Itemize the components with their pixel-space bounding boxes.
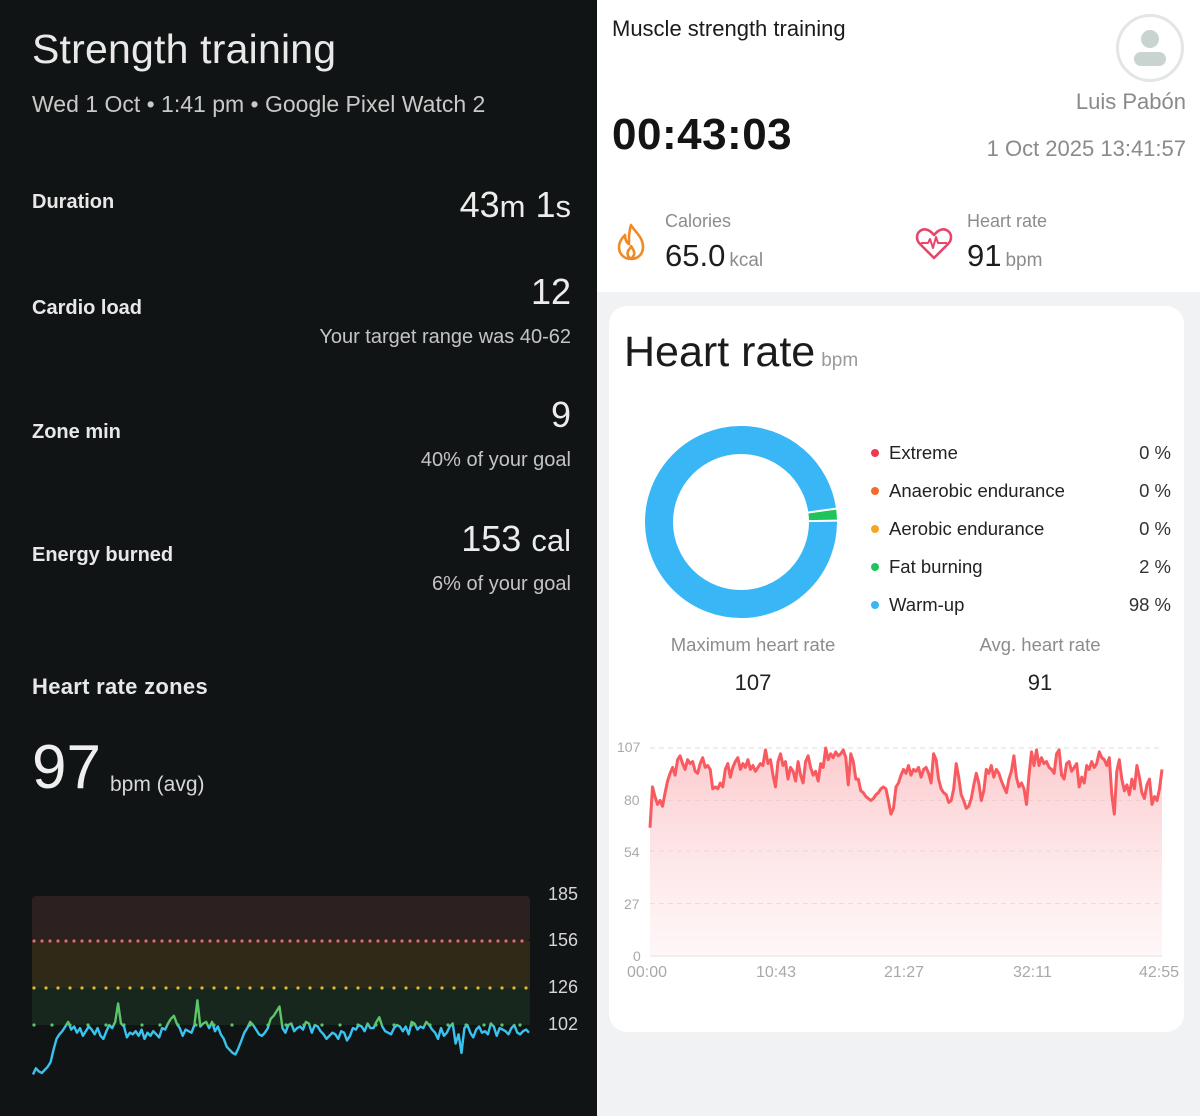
avg-heart-rate-value-card: 91	[1027, 670, 1053, 695]
max-heart-rate-label: Maximum heart rate	[670, 634, 836, 655]
duration-label: Duration	[32, 191, 115, 213]
legend-item-fat-burning: Fat burning 2 %	[871, 548, 1171, 586]
x-tick-4: 42:55	[1139, 964, 1180, 981]
heart-pulse-icon	[915, 228, 953, 260]
energy-burned-value: 153 cal	[461, 518, 571, 559]
zone-min-goal: 40% of your goal	[420, 449, 571, 471]
y-tick-107: 107	[617, 739, 641, 755]
avatar[interactable]	[1116, 14, 1184, 82]
y-tick-27: 27	[624, 896, 640, 912]
max-heart-rate-value: 107	[734, 670, 772, 695]
heart-rate-zones-chart[interactable]	[32, 890, 532, 1090]
y-tick-185: 185	[548, 884, 579, 904]
cardio-load-value: 12	[530, 271, 571, 312]
x-tick-1: 10:43	[756, 964, 797, 981]
avg-heart-rate-unit: bpm (avg)	[110, 773, 205, 796]
x-tick-2: 21:27	[884, 964, 925, 981]
x-tick-3: 32:11	[1013, 964, 1052, 981]
anaerobic-dot-icon	[871, 487, 879, 495]
page-title: Strength training	[32, 26, 337, 72]
workout-duration: 00:43:03	[612, 110, 793, 159]
y-tick-102: 102	[548, 1014, 579, 1034]
calories-value: 65.0 kcal	[665, 238, 764, 273]
heart-rate-value: 91 bpm	[967, 238, 1043, 273]
user-silhouette-body	[1134, 52, 1166, 66]
user-silhouette-icon	[1141, 30, 1159, 48]
legend-item-warm-up: Warm-up 98 %	[871, 586, 1171, 624]
duration-value: 43m 1s	[459, 184, 571, 225]
workout-detail-panel: Muscle strength training 00:43:03 Luis P…	[597, 0, 1200, 1116]
avg-heart-rate-value: 97	[32, 733, 101, 802]
y-tick-126: 126	[548, 977, 579, 997]
heart-rate-zones-title: Heart rate zones	[32, 674, 208, 699]
legend-item-extreme: Extreme 0 %	[871, 434, 1171, 472]
energy-burned-label: Energy burned	[32, 544, 174, 566]
legend-item-aerobic: Aerobic endurance 0 %	[871, 510, 1171, 548]
heart-rate-label: Heart rate	[967, 211, 1048, 231]
extreme-dot-icon	[871, 449, 879, 457]
heart-rate-card-title: Heart rate bpm	[624, 328, 859, 376]
energy-burned-goal: 6% of your goal	[432, 573, 571, 595]
activity-name: Muscle strength training	[612, 16, 846, 41]
avg-heart-rate-label: Avg. heart rate	[979, 634, 1101, 655]
aerobic-dot-icon	[871, 525, 879, 533]
heart-rate-zone-donut-chart[interactable]	[643, 424, 839, 620]
start-datetime: 1 Oct 2025 13:41:57	[986, 136, 1186, 161]
user-name: Luis Pabón	[1075, 89, 1186, 114]
y-tick-54: 54	[624, 844, 640, 860]
flame-icon	[617, 223, 645, 261]
cardio-load-label: Cardio load	[32, 297, 143, 319]
workout-subtitle: Wed 1 Oct • 1:41 pm • Google Pixel Watch…	[32, 91, 486, 117]
heart-rate-line-chart[interactable]	[609, 726, 1184, 986]
cardio-load-target: Your target range was 40-62	[319, 326, 571, 348]
zone-min-label: Zone min	[32, 421, 121, 443]
x-tick-0: 00:00	[627, 964, 668, 981]
warm-up-dot-icon	[871, 601, 879, 609]
zone-min-value: 9	[550, 394, 571, 435]
fat-burning-dot-icon	[871, 563, 879, 571]
legend-item-anaerobic: Anaerobic endurance 0 %	[871, 472, 1171, 510]
y-tick-156: 156	[548, 930, 579, 950]
heart-rate-card: Heart rate bpm Extreme 0 % Anaerobic endur…	[609, 306, 1184, 1032]
zone-legend: Extreme 0 % Anaerobic endurance 0 % Aerobi…	[871, 434, 1171, 624]
y-tick-80: 80	[624, 792, 640, 808]
calories-label: Calories	[665, 211, 732, 231]
y-tick-0: 0	[633, 948, 641, 964]
workout-header-card: Muscle strength training 00:43:03 Luis P…	[597, 0, 1200, 292]
fitbit-exercise-panel: Strength training Wed 1 Oct • 1:41 pm • …	[0, 0, 597, 1116]
